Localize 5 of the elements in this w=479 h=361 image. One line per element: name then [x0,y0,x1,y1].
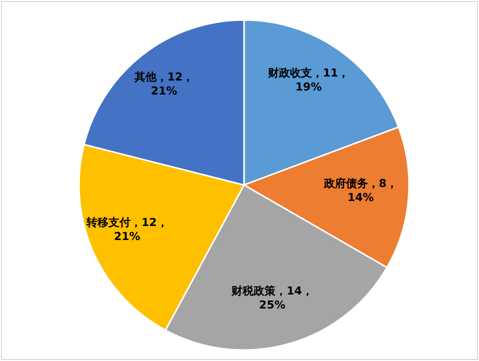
slice-label: 政府债务，8，14% [322,177,398,204]
slice-label: 其他，12，21% [133,70,194,98]
slice-label: 财政收支，11，19% [266,66,350,94]
slice-label: 财税政策，14，25% [230,284,313,312]
slice-label: 转移支付，12，21% [86,216,168,244]
